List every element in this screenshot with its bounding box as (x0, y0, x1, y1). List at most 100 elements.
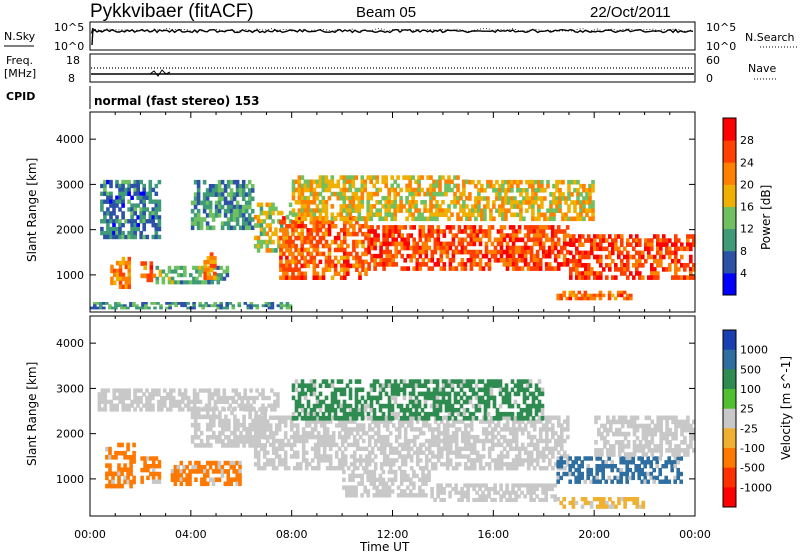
echo-cell (315, 216, 320, 221)
echo-cell (343, 228, 347, 233)
echo-cell (528, 183, 532, 189)
echo-cell (544, 249, 549, 255)
echo-cell (564, 216, 568, 222)
echo-cell (418, 431, 423, 436)
echo-cell (403, 258, 407, 263)
echo-cell (493, 245, 498, 251)
echo-cell (271, 231, 275, 237)
echo-cell (294, 216, 299, 222)
echo-cell (214, 477, 219, 482)
echo-cell (677, 267, 681, 272)
echo-cell (426, 391, 431, 397)
echo-cell (587, 263, 591, 268)
echo-cell (217, 192, 222, 197)
echo-cell (689, 234, 693, 239)
echo-cell (130, 219, 134, 224)
echo-cell (568, 293, 573, 298)
echo-cell (346, 259, 350, 265)
echo-cell (221, 430, 225, 436)
echo-cell (173, 269, 178, 274)
echo-cell (146, 277, 151, 283)
echo-cell (537, 183, 541, 189)
echo-cell (505, 466, 510, 471)
echo-cell (544, 497, 548, 502)
echo-cell (174, 302, 178, 305)
echo-cell (256, 454, 261, 459)
echo-cell (396, 183, 400, 189)
echo-cell (387, 477, 392, 482)
echo-cell (544, 494, 548, 499)
freq-right-tick-lo: 0 (706, 72, 713, 85)
echo-cell (204, 280, 208, 285)
echo-cell (451, 438, 456, 444)
echo-cell (219, 304, 223, 308)
echo-cell (394, 245, 398, 251)
echo-cell (348, 379, 353, 384)
echo-cell (409, 454, 414, 459)
echo-cell (229, 481, 233, 487)
echo-cell (653, 267, 657, 272)
echo-cell (430, 229, 435, 234)
echo-cell (472, 446, 477, 451)
echo-cell (604, 479, 608, 484)
echo-cell (108, 446, 112, 452)
echo-cell (304, 450, 309, 455)
echo-cell (628, 475, 632, 481)
echo-cell (465, 407, 470, 413)
echo-cell (249, 388, 253, 393)
echo-cell (429, 395, 434, 401)
echo-cell (342, 187, 347, 193)
echo-cell (197, 460, 201, 466)
echo-cell (641, 275, 645, 280)
echo-cell (686, 263, 690, 268)
echo-cell (363, 216, 367, 222)
echo-cell (643, 460, 647, 465)
echo-cell (237, 395, 241, 401)
echo-cell (103, 230, 107, 236)
echo-cell (643, 479, 647, 484)
echo-cell (268, 214, 272, 220)
echo-cell (216, 392, 221, 397)
echo-cell (499, 427, 504, 432)
echo-cell (346, 434, 351, 440)
echo-cell (537, 212, 541, 218)
echo-cell (478, 483, 482, 488)
echo-cell (435, 379, 440, 384)
echo-cell (231, 399, 236, 404)
echo-cell (553, 497, 557, 502)
echo-cell (285, 231, 289, 237)
echo-cell (127, 199, 131, 204)
echo-cell (157, 215, 162, 220)
echo-cell (573, 179, 577, 185)
echo-cell (501, 183, 505, 189)
echo-cell (435, 216, 439, 222)
echo-cell (331, 431, 336, 436)
echo-cell (406, 423, 411, 428)
echo-cell (463, 423, 468, 428)
echo-cell (124, 388, 128, 393)
echo-cell (148, 215, 153, 220)
echo-cell (367, 262, 371, 267)
echo-cell (109, 195, 113, 200)
echo-cell (304, 419, 309, 424)
echo-cell (343, 235, 347, 241)
echo-cell (324, 208, 329, 213)
echo-cell (525, 407, 530, 413)
echo-cell (373, 258, 377, 263)
echo-cell (142, 195, 146, 200)
echo-cell (460, 487, 464, 492)
echo-cell (229, 460, 233, 466)
echo-cell (318, 228, 323, 233)
echo-cell (232, 460, 236, 466)
echo-cell (406, 237, 410, 243)
echo-cell (487, 462, 492, 467)
echo-cell (248, 435, 252, 440)
echo-cell (315, 271, 320, 276)
echo-cell (298, 466, 303, 471)
echo-cell (285, 267, 289, 272)
echo-cell (366, 200, 370, 205)
echo-cell (372, 212, 376, 217)
echo-cell (384, 179, 388, 185)
echo-cell (387, 212, 391, 217)
echo-cell (226, 192, 231, 197)
